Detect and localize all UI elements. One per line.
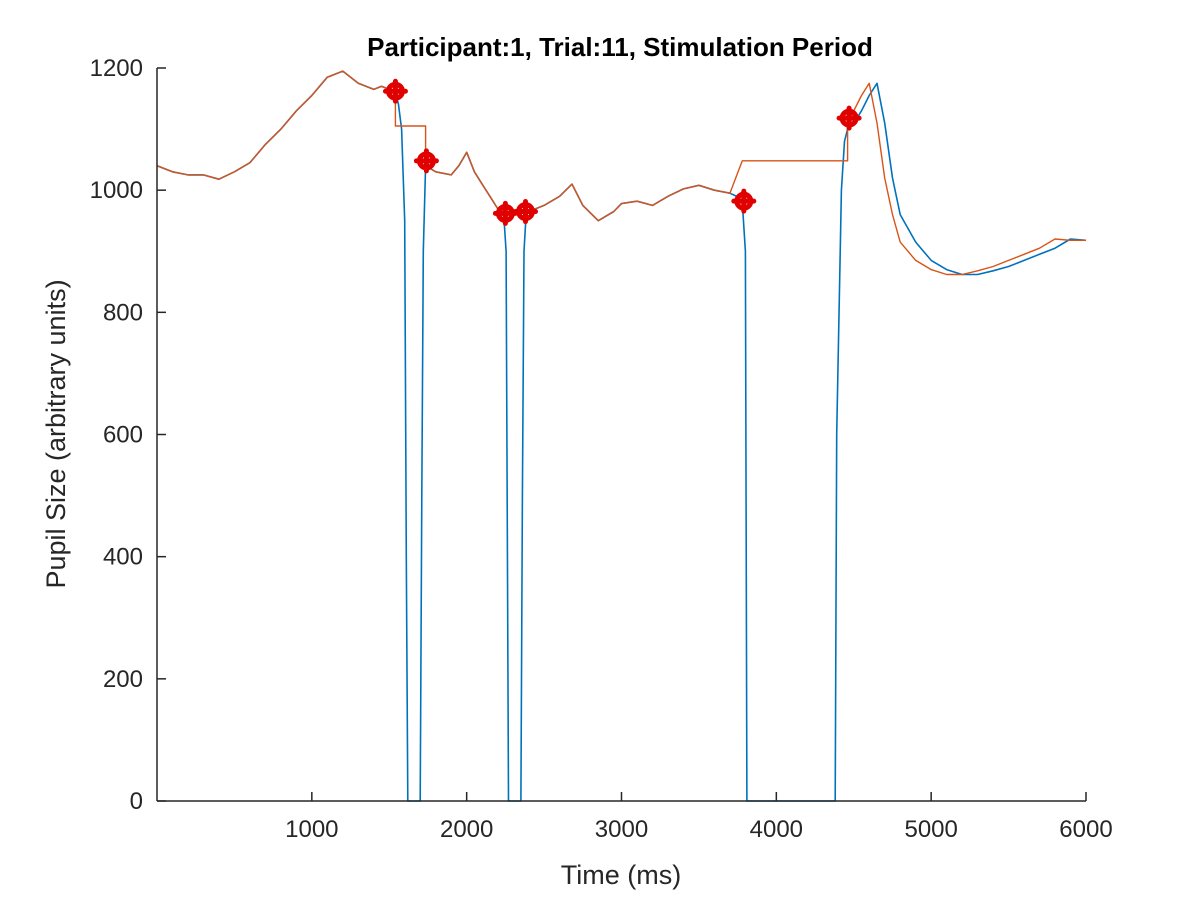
x-tick-label: 2000 bbox=[440, 816, 493, 843]
x-axis-label: Time (ms) bbox=[561, 860, 681, 890]
series-line-raw bbox=[156, 70, 1087, 802]
x-tick-label: 3000 bbox=[595, 816, 648, 843]
blink-marker bbox=[413, 148, 439, 174]
marker-layer bbox=[382, 78, 862, 226]
y-tick-label: 800 bbox=[103, 299, 143, 326]
x-tick-label: 4000 bbox=[750, 816, 803, 843]
series-layer bbox=[156, 70, 1087, 802]
blink-marker bbox=[492, 200, 518, 226]
blink-marker bbox=[382, 78, 408, 104]
y-tick-label: 400 bbox=[103, 544, 143, 571]
y-tick-label: 200 bbox=[103, 666, 143, 693]
blink-marker bbox=[513, 199, 539, 225]
x-tick-label: 6000 bbox=[1059, 816, 1112, 843]
y-tick-label: 1000 bbox=[90, 177, 143, 204]
x-tick-label: 1000 bbox=[285, 816, 338, 843]
y-axis-label: Pupil Size (arbitrary units) bbox=[41, 279, 71, 588]
y-tick-label: 1200 bbox=[90, 55, 143, 82]
blink-marker bbox=[836, 105, 862, 131]
axes-layer: 1000 2000 3000 4000 5000 6000 0 200 400 600 800 100… bbox=[90, 55, 1113, 843]
y-tick-label: 600 bbox=[103, 422, 143, 449]
series-line-interpolated bbox=[156, 70, 1086, 276]
blink-marker bbox=[731, 188, 757, 214]
chart-title: Participant:1, Trial:11, Stimulation Per… bbox=[367, 32, 873, 62]
x-tick-label: 5000 bbox=[904, 816, 957, 843]
y-tick-label: 0 bbox=[130, 788, 143, 815]
